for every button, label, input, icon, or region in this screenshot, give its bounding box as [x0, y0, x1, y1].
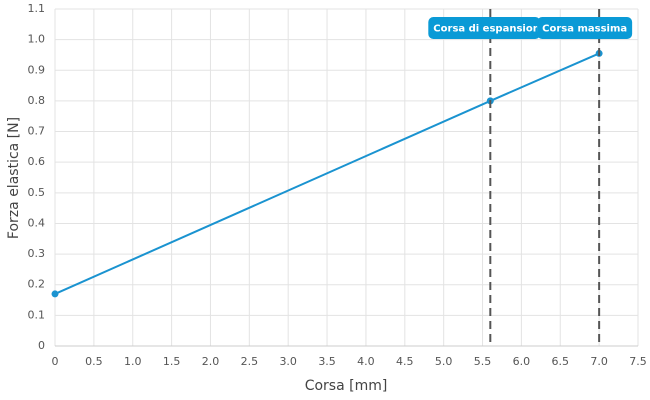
data-point	[51, 290, 59, 298]
x-tick-label: 5.0	[435, 355, 453, 368]
x-tick-label: 5.5	[474, 355, 492, 368]
x-tick-label: 4.0	[357, 355, 375, 368]
y-tick-label: 0.5	[28, 186, 46, 199]
y-tick-label: 0.9	[28, 63, 46, 76]
annotation-label: Corsa massima	[542, 24, 627, 35]
annotation-label: Corsa di espansion	[433, 24, 540, 35]
x-tick-label: 3.5	[318, 355, 336, 368]
x-tick-label: 7.0	[590, 355, 608, 368]
x-tick-label: 2.0	[202, 355, 220, 368]
y-tick-label: 0.6	[28, 155, 46, 168]
x-tick-label: 0.5	[85, 355, 103, 368]
x-tick-label: 7.5	[629, 355, 647, 368]
x-tick-label: 6.5	[552, 355, 570, 368]
x-tick-label: 1.5	[163, 355, 181, 368]
y-tick-label: 1.0	[28, 33, 46, 46]
x-tick-label: 6.0	[513, 355, 531, 368]
annotation-label-box	[537, 17, 633, 39]
y-tick-label: 0.1	[28, 308, 46, 321]
x-tick-label: 3.0	[279, 355, 297, 368]
y-tick-label: 1.1	[28, 2, 46, 15]
x-tick-label: 2.5	[241, 355, 259, 368]
x-axis-title: Corsa [mm]	[305, 378, 388, 394]
y-tick-label: 0.3	[28, 247, 46, 260]
y-tick-label: 0.7	[28, 125, 46, 138]
y-tick-label: 0.4	[28, 216, 46, 229]
y-tick-label: 0.2	[28, 278, 46, 291]
x-tick-label: 4.5	[396, 355, 414, 368]
y-axis-title: Forza elastica [N]	[6, 117, 22, 239]
x-tick-label: 1.0	[124, 355, 142, 368]
x-tick-label: 0	[52, 355, 59, 368]
y-tick-label: 0.8	[28, 94, 46, 107]
y-tick-label: 0	[38, 339, 45, 352]
annotation-label-box	[428, 17, 541, 39]
